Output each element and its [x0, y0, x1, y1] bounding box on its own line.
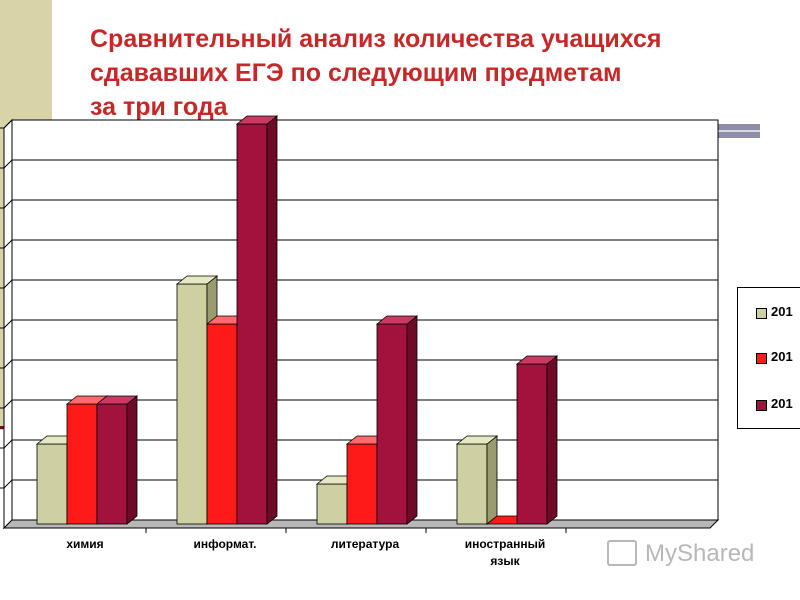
bar-top	[235, 115, 279, 125]
bar-side	[406, 315, 418, 525]
bar-top	[95, 395, 139, 405]
bar-side	[266, 115, 278, 525]
gridline-wall	[3, 159, 13, 169]
gridline-wall	[3, 319, 13, 329]
legend-item-2: 201	[756, 349, 800, 365]
gridline-wall	[3, 119, 13, 129]
bar-front	[456, 443, 488, 525]
watermark-text: MyShared	[645, 540, 755, 567]
presentation-logo-icon	[607, 540, 637, 566]
bar-top	[375, 315, 419, 325]
bar-front	[376, 323, 408, 525]
gridline-wall	[3, 439, 13, 449]
bar-front	[236, 123, 268, 525]
bar-front	[176, 283, 208, 525]
gridline-wall	[3, 239, 13, 249]
bar-top	[515, 355, 559, 365]
legend-swatch-2	[756, 353, 767, 364]
title-line-3: за три года	[90, 93, 228, 121]
legend-label-2: 201	[771, 349, 793, 364]
bar-front	[346, 443, 378, 525]
bar-front	[206, 323, 238, 525]
bar-front	[36, 443, 68, 525]
gridline-wall	[3, 359, 13, 369]
legend-item-3: 201	[756, 396, 800, 412]
title-line-2: сдававших ЕГЭ по следующим предметам	[90, 59, 622, 87]
x-tick-label: иностранный язык	[464, 537, 546, 568]
bar-front	[516, 363, 548, 525]
bar-top	[455, 435, 499, 445]
legend-swatch-3	[756, 400, 767, 411]
bar-front	[316, 483, 348, 525]
gridline-wall	[3, 479, 13, 489]
chart-bars	[35, 115, 559, 525]
bar-front	[66, 403, 98, 525]
bar-side	[546, 355, 558, 525]
x-tick-label: информат.	[193, 537, 257, 551]
gridline-wall	[3, 279, 13, 289]
title-line-1: Сравнительный анализ количества учащихся	[90, 25, 662, 53]
gridline-wall	[3, 399, 13, 409]
x-tick-label: химия	[66, 537, 104, 551]
bar-top	[175, 275, 219, 285]
gridline-wall	[3, 199, 13, 209]
legend-label-3: 201	[771, 396, 793, 411]
x-tick-label: литература	[330, 537, 400, 551]
bar-side	[126, 395, 138, 525]
bar-side	[486, 435, 498, 525]
legend-item-1: 201	[756, 304, 800, 320]
bar-front	[96, 403, 128, 525]
slide-title: Сравнительный анализ количества учащихся…	[90, 22, 770, 124]
watermark: MyShared	[607, 538, 777, 572]
legend-label-1: 201	[771, 304, 793, 319]
legend-swatch-1	[756, 308, 767, 319]
chart-legend: 201 201 201	[737, 287, 800, 429]
